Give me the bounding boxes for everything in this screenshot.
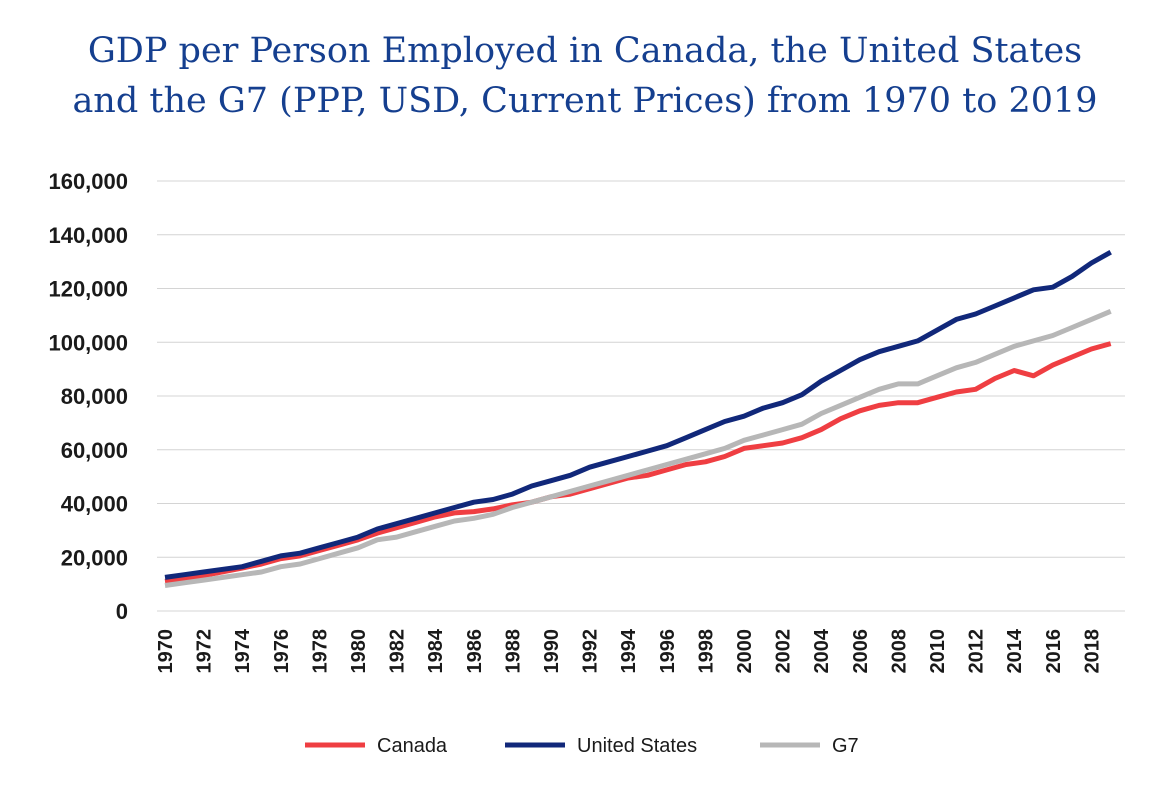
y-tick-label: 20,000 [61, 545, 128, 570]
x-tick-label: 1990 [541, 629, 563, 674]
x-tick-label: 1970 [155, 629, 177, 674]
y-tick-label: 100,000 [48, 330, 128, 355]
x-tick-label: 1996 [657, 629, 679, 674]
x-tick-label: 1994 [618, 628, 640, 673]
x-tick-label: 2006 [850, 629, 872, 674]
series-line-canada [164, 341, 1112, 584]
x-tick-label: 2010 [927, 629, 949, 674]
x-tick-label: 1982 [387, 629, 409, 674]
series-lines [164, 250, 1112, 588]
x-tick-label: 1974 [232, 628, 254, 673]
x-tick-label: 2002 [773, 629, 795, 674]
chart-title: GDP per Person Employed in Canada, the U… [0, 26, 1170, 126]
x-tick-label: 2012 [966, 629, 988, 674]
legend-label-g7: G7 [832, 735, 859, 757]
x-tick-label: 2004 [811, 628, 833, 673]
x-tick-label: 1980 [348, 629, 370, 674]
chart-title-line-1: GDP per Person Employed in Canada, the U… [87, 31, 1083, 71]
x-tick-label: 1988 [502, 629, 524, 674]
x-tick-label: 1986 [464, 629, 486, 674]
x-tick-label: 1992 [580, 629, 602, 674]
y-tick-label: 40,000 [61, 492, 128, 517]
x-tick-label: 2008 [888, 629, 910, 674]
y-tick-label: 120,000 [48, 277, 128, 302]
y-tick-label: 60,000 [61, 438, 128, 463]
legend-label-united-states: United States [577, 735, 697, 757]
x-tick-label: 2018 [1081, 629, 1103, 674]
x-axis-ticks: 1970 1972 1974 1976 1978 1980 1982 1984 1986 1988… [155, 628, 1103, 673]
y-tick-label: 0 [116, 599, 128, 624]
x-tick-label: 1978 [309, 629, 331, 674]
series-line-g7 [164, 308, 1112, 588]
x-tick-label: 1998 [695, 629, 717, 674]
series-line-united-states [164, 250, 1112, 580]
legend-label-canada: Canada [377, 735, 448, 757]
x-tick-label: 1984 [425, 628, 447, 673]
legend: Canada United States G7 [305, 735, 859, 757]
y-tick-label: 140,000 [48, 223, 128, 248]
chart-title-line-2: and the G7 (PPP, USD, Current Prices) fr… [72, 81, 1098, 121]
x-tick-label: 1976 [271, 629, 293, 674]
x-tick-label: 2016 [1043, 629, 1065, 674]
x-tick-label: 2014 [1004, 628, 1026, 673]
x-tick-label: 1972 [194, 629, 216, 674]
y-tick-label: 80,000 [61, 384, 128, 409]
x-tick-label: 2000 [734, 629, 756, 674]
y-axis-ticks: 0 20,000 40,000 60,000 80,000 100,000 120,000 1… [48, 169, 128, 624]
y-tick-label: 160,000 [48, 169, 128, 194]
gridlines [157, 180, 1125, 612]
